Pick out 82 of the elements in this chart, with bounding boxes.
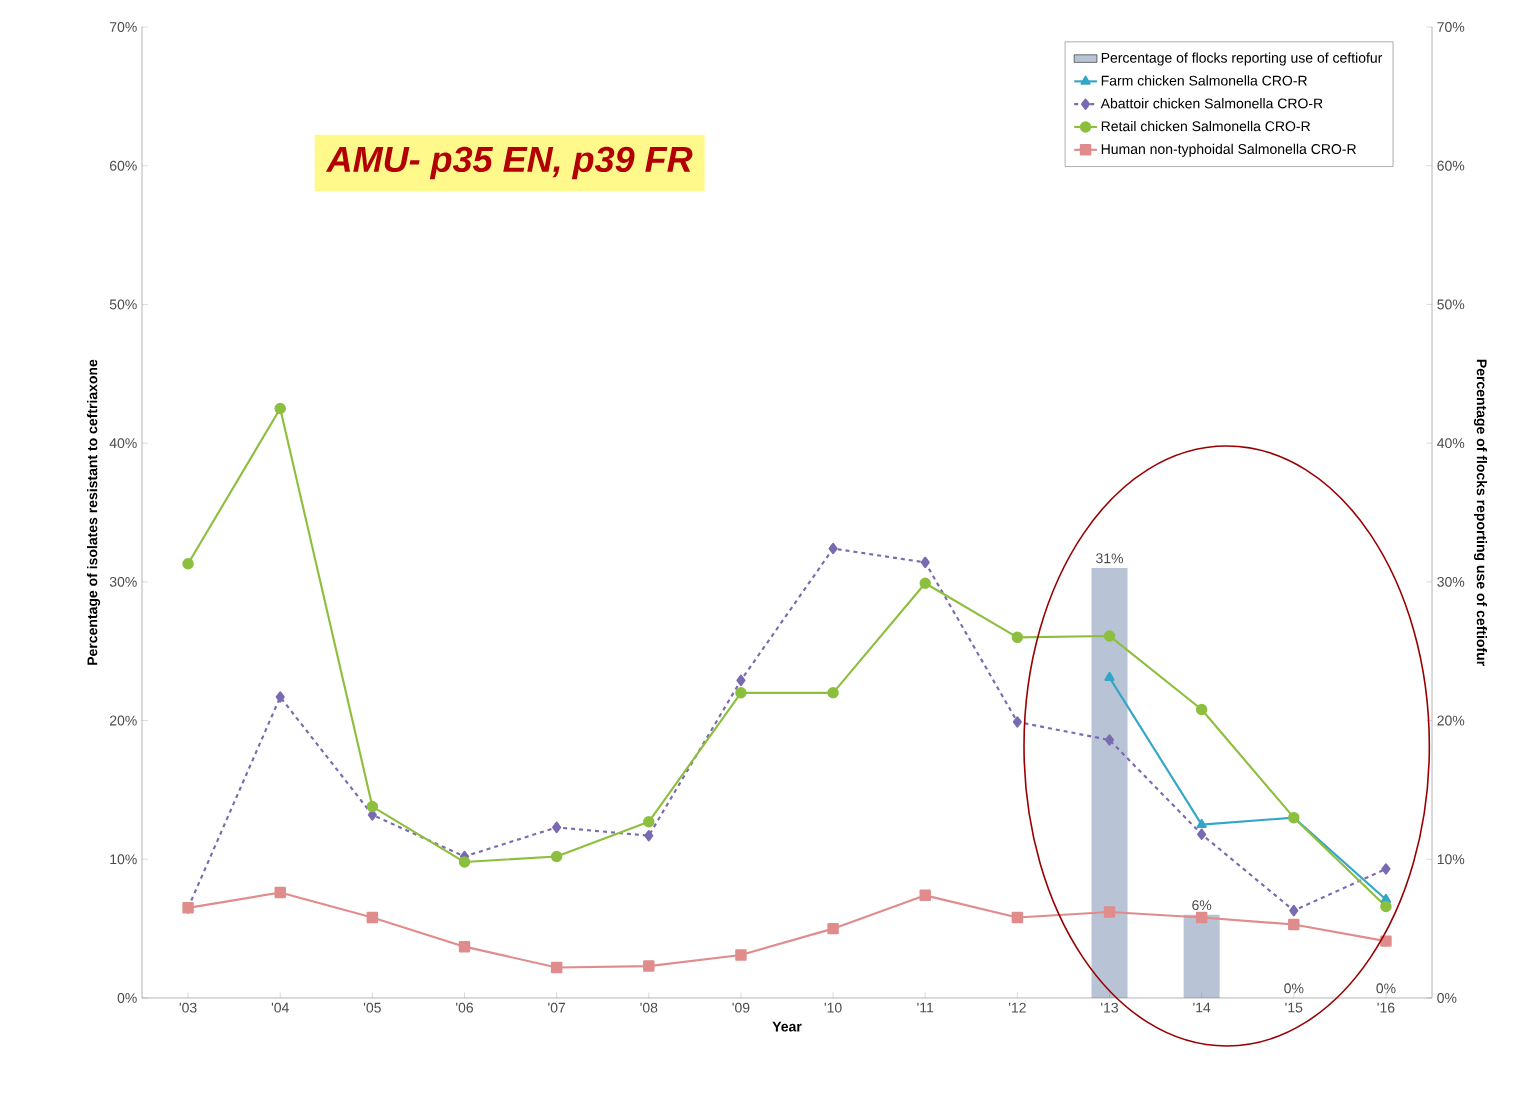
point [1103, 906, 1116, 918]
x-tick-label: '11 [917, 1002, 934, 1013]
x-tick-label: '13 [1101, 1002, 1119, 1013]
y-tick-label: 50% [109, 299, 137, 310]
point [1011, 631, 1024, 644]
y-axis-title: Percentage of isolates resistant to ceftriaxone [87, 359, 101, 665]
point [1288, 918, 1300, 931]
point [1197, 828, 1207, 841]
point [1012, 716, 1022, 728]
point [550, 850, 563, 863]
y2-tick-label: 40% [1437, 438, 1465, 449]
point [1104, 671, 1115, 681]
point [1195, 703, 1208, 716]
point [1381, 863, 1391, 875]
point [919, 577, 931, 589]
point [1195, 911, 1208, 924]
point [827, 922, 839, 935]
y-tick-label: 40% [109, 438, 137, 449]
point [1104, 734, 1115, 746]
point [1380, 935, 1392, 947]
point [275, 691, 285, 703]
x-tick-label: '04 [271, 1002, 289, 1013]
point [458, 940, 471, 953]
point [827, 687, 839, 699]
x-axis-title: Year [772, 1021, 802, 1032]
point [736, 674, 746, 687]
point [735, 687, 747, 699]
x-tick-label: '16 [1377, 1002, 1395, 1013]
point [828, 542, 838, 555]
point [458, 856, 471, 868]
data-label: 6% [1192, 900, 1212, 911]
y2-tick-label: 60% [1437, 160, 1465, 171]
y-tick-label: 0% [117, 993, 137, 1003]
x-tick-label: '12 [1008, 1002, 1026, 1013]
data-label: 0% [1284, 983, 1304, 994]
x-tick-label: '14 [1193, 1002, 1211, 1013]
point [1380, 900, 1392, 913]
x-tick-label: '05 [363, 1002, 381, 1013]
y2-tick-label: 10% [1437, 854, 1465, 865]
point [643, 960, 655, 972]
point [643, 816, 655, 828]
x-tick-label: '15 [1285, 1002, 1303, 1013]
y2-tick-label: 30% [1437, 576, 1465, 587]
point [366, 911, 379, 924]
legend-label: Human non-typhoidal Salmonella CRO-R [1101, 143, 1356, 157]
y-tick-label: 70% [109, 22, 137, 32]
y2-axis-title: Percentage of flocks reporting use of ceftiofur [1473, 359, 1488, 666]
y2-tick-label: 70% [1437, 22, 1465, 32]
point [1103, 630, 1116, 642]
point [1196, 818, 1207, 828]
point [274, 402, 286, 415]
annotation: AMU- p35 EN, p39 FR [325, 146, 693, 180]
x-tick-label: '08 [640, 1002, 658, 1013]
point [919, 889, 931, 902]
point [1289, 904, 1299, 917]
x-tick-label: '09 [732, 1002, 750, 1013]
data-label: 0% [1376, 983, 1396, 994]
point [920, 556, 930, 569]
y-tick-label: 10% [110, 854, 137, 865]
y-tick-label: 20% [109, 715, 137, 726]
point [1011, 911, 1024, 924]
legend-label: Abattoir chicken Salmonella CRO-R [1100, 98, 1323, 109]
point [366, 800, 379, 813]
x-tick-label: '10 [824, 1002, 842, 1013]
legend-label: Percentage of flocks reporting use of ceftiofur [1101, 52, 1383, 66]
point [550, 961, 563, 974]
point [182, 558, 194, 570]
data-label: 31% [1096, 553, 1124, 564]
y2-tick-label: 50% [1437, 299, 1465, 310]
y2-tick-label: 20% [1437, 715, 1465, 726]
x-tick-label: '03 [179, 1002, 197, 1013]
legend-label: Retail chicken Salmonella CRO-R [1101, 120, 1311, 132]
x-tick-label: '06 [456, 1002, 474, 1013]
x-tick-label: '07 [548, 1002, 566, 1013]
point [644, 829, 654, 842]
y-tick-label: 30% [109, 576, 137, 587]
y-tick-label: 60% [109, 160, 137, 171]
legend-label: Farm chicken Salmonella CRO-R [1101, 75, 1307, 86]
point [735, 949, 747, 961]
point [552, 821, 562, 834]
point [274, 886, 286, 899]
y2-tick-label: 0% [1437, 993, 1457, 1003]
